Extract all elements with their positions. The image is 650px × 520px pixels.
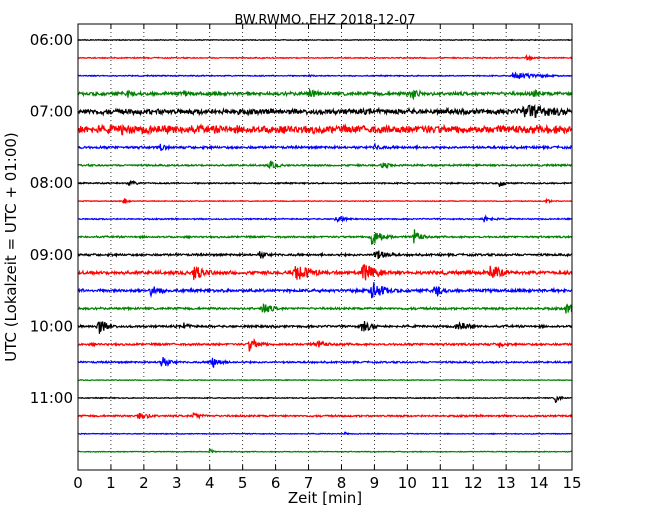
- trace-line: [77, 337, 573, 352]
- trace-line: [77, 53, 573, 62]
- trace-line: [77, 250, 572, 260]
- x-tick-label: 4: [205, 474, 215, 492]
- trace-group: [77, 38, 573, 454]
- trace-line: [77, 123, 573, 136]
- trace-line: [77, 160, 573, 170]
- x-tick-label: 11: [431, 474, 450, 492]
- y-tick-label: 09:00: [30, 246, 73, 264]
- x-axis-label: Zeit [min]: [288, 489, 362, 507]
- trace-line: [77, 71, 573, 80]
- trace-line: [78, 141, 573, 151]
- trace-line: [77, 197, 573, 205]
- y-axis-label: UTC (Lokalzeit = UTC + 01:00): [2, 132, 20, 362]
- trace-line: [77, 448, 573, 454]
- y-tick-label: 08:00: [30, 174, 73, 192]
- trace-line: [77, 395, 573, 403]
- trace-line: [77, 179, 573, 187]
- y-tick-label: 06:00: [30, 31, 73, 49]
- x-tick-label: 6: [271, 474, 281, 492]
- x-tick-label: 1: [106, 474, 116, 492]
- trace-line: [77, 431, 573, 436]
- y-axis-ticks: 06:00 07:00 08:00 09:00 10:00 11:00: [30, 31, 83, 407]
- trace-line: [77, 38, 573, 42]
- trace-line: [77, 87, 573, 101]
- y-tick-label: 10:00: [30, 317, 73, 335]
- trace-line: [77, 303, 573, 314]
- y-tick-label: 07:00: [30, 103, 73, 121]
- trace-line: [78, 264, 573, 281]
- x-tick-label: 3: [172, 474, 182, 492]
- trace-line: [77, 229, 573, 245]
- trace-line: [77, 282, 573, 299]
- x-tick-label: 14: [530, 474, 549, 492]
- x-tick-label: 5: [238, 474, 248, 492]
- trace-line: [77, 357, 573, 369]
- x-tick-label: 9: [370, 474, 380, 492]
- x-tick-label: 7: [304, 474, 314, 492]
- x-tick-label: 12: [464, 474, 483, 492]
- x-axis-ticks: 0 1 2 3 4 5 6 7 8 9 10 11 12 13 14 15: [73, 24, 582, 492]
- x-tick-label: 8: [337, 474, 347, 492]
- trace-line: [77, 103, 573, 118]
- x-tick-label: 15: [562, 474, 581, 492]
- x-tick-label: 0: [73, 474, 83, 492]
- x-tick-label: 13: [497, 474, 516, 492]
- vertical-grid: [110, 24, 540, 470]
- x-tick-label: 2: [139, 474, 149, 492]
- plot-frame: [77, 23, 573, 471]
- trace-line: [77, 214, 573, 224]
- trace-line: [77, 378, 572, 382]
- trace-line: [77, 411, 573, 420]
- trace-line: [77, 320, 573, 334]
- y-tick-label: 11:00: [30, 389, 73, 407]
- chart-title: BW.RWMO..EHZ 2018-12-07: [234, 13, 415, 28]
- x-tick-label: 10: [398, 474, 417, 492]
